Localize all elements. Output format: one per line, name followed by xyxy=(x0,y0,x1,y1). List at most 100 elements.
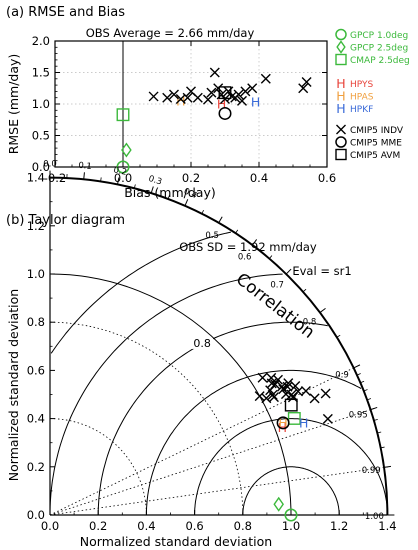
correlation-minor-tick xyxy=(167,195,170,200)
point-cmip5-indv xyxy=(162,92,173,103)
y-tick-label: 0.2 xyxy=(27,460,45,474)
correlation-tick xyxy=(252,239,258,246)
correlation-tick-label: 0.7 xyxy=(270,280,284,290)
panel-a-title: (a) RMSE and Bias xyxy=(6,5,125,20)
correlation-tick-label: 0.9 xyxy=(335,371,349,381)
point-cmip5-indv xyxy=(148,91,159,102)
y-tick-label: 0.8 xyxy=(27,315,45,329)
panel-b-points: HH H xyxy=(254,372,333,522)
correlation-tick-label: 0.0 xyxy=(43,160,57,170)
point-hpkf: H xyxy=(299,415,308,430)
point-cmip5-indv xyxy=(267,389,278,400)
reference-sd-arc xyxy=(49,273,292,516)
point-cmip5-indv xyxy=(203,94,213,105)
correlation-minor-tick xyxy=(380,446,385,449)
correlation-tick-label-group: 0.0 xyxy=(43,160,57,170)
correlation-tick-label: 0.99 xyxy=(362,466,381,476)
y-tick-label: 1.0 xyxy=(27,267,45,281)
point-gpcp-2-5deg xyxy=(273,496,284,512)
correlation-minor-tick xyxy=(363,389,368,392)
point-cmip5-mme xyxy=(218,106,232,120)
legend-label: GPCP 1.0deg xyxy=(350,31,408,41)
point-cmip5-indv xyxy=(192,92,203,103)
point-cmip5-indv xyxy=(260,73,271,84)
point-cmip5-indv xyxy=(261,393,272,404)
point-cmip5-indv xyxy=(272,374,283,385)
point-cmip5-indv xyxy=(283,378,294,389)
y-tick-label: 1.4 xyxy=(27,171,45,185)
correlation-tick-label: 0.6 xyxy=(238,253,252,263)
correlation-tick-label: 0.1 xyxy=(78,161,92,172)
panel-a-subtitle: OBS Average = 2.66 mm/day xyxy=(86,26,255,40)
rms-label-bg xyxy=(191,335,214,349)
point-hpas: H xyxy=(278,415,287,430)
y-tick-label: 0.6 xyxy=(27,363,45,377)
legend-marker xyxy=(335,28,347,41)
correlation-tick xyxy=(116,177,120,185)
correlation-tick-label-group: 0.2 xyxy=(112,165,127,177)
correlation-tick-label: 0.95 xyxy=(349,411,368,421)
rms-contour xyxy=(145,369,362,515)
correlation-minor-tick xyxy=(235,229,239,234)
legend-label: HPAS xyxy=(350,93,374,103)
legend-marker xyxy=(336,40,346,54)
correlation-grid-line xyxy=(49,409,371,516)
correlation-minor-tick xyxy=(373,419,378,421)
point-cmip5-avm xyxy=(284,398,298,412)
point-cmip5-indv xyxy=(293,386,304,397)
point-cmip5-indv xyxy=(247,83,258,94)
correlation-minor-tick xyxy=(383,466,389,468)
legend-label: HPYS xyxy=(350,80,373,90)
correlation-tick xyxy=(353,364,361,369)
y-tick-label: 2.0 xyxy=(32,34,50,48)
point-cmap-2-5deg xyxy=(287,411,301,425)
panel-a-xlabel: Bias (mm/day) xyxy=(124,185,216,200)
legend-label: CMIP5 INDV xyxy=(350,126,404,136)
rms-contour xyxy=(50,231,232,354)
rms-contour xyxy=(194,418,388,515)
y-tick-label: 1.0 xyxy=(32,97,50,111)
correlation-minor-tick xyxy=(360,380,365,384)
panel-a-grid xyxy=(55,41,327,167)
point-cmip5-indv xyxy=(213,83,224,94)
correlation-tick-label-group: 0.7 xyxy=(270,280,284,290)
correlation-tick-label-group: 0.4 xyxy=(182,187,198,202)
point-cmip5-indv xyxy=(322,413,333,424)
correlation-tick-label-group: 0.8 xyxy=(303,317,317,327)
point-cmip5-indv xyxy=(254,391,265,402)
correlation-grid-line xyxy=(49,467,385,516)
point-cmip5-indv xyxy=(320,388,331,399)
point-cmip5-indv xyxy=(300,386,311,397)
point-cmip5-indv xyxy=(301,76,312,87)
legend: GPCP 1.0deg GPCP 2.5deg CMAP 2.5deg H HPYS H H… xyxy=(335,28,410,161)
point-cmip5-indv xyxy=(206,87,217,98)
correlation-tick xyxy=(150,186,154,194)
legend-label: GPCP 2.5deg xyxy=(350,44,408,54)
correlation-tick-label-group: 1.00 xyxy=(365,512,384,522)
point-cmip5-avm xyxy=(218,86,232,100)
correlation-minor-tick xyxy=(302,288,307,293)
legend-marker: H xyxy=(336,76,345,91)
point-cmip5-indv xyxy=(240,86,251,97)
legend-label: CMAP 2.5deg xyxy=(350,56,410,66)
point-cmip5-indv xyxy=(182,92,193,103)
x-tick-label: 0.8 xyxy=(234,519,252,533)
correlation-minor-tick xyxy=(367,398,372,401)
point-cmip5-indv xyxy=(226,91,237,102)
panel-a-ticks: -0.2 0.0 0.2 0.4 0.60.00.51.01.52.0 xyxy=(32,34,336,185)
correlation-tick-label-group: 0.1 xyxy=(78,161,92,172)
x-tick-label: 0.6 xyxy=(318,171,336,185)
legend-label: CMIP5 AVM xyxy=(350,151,400,161)
panel-a-ylabel: RMSE (mm/day) xyxy=(6,54,21,155)
correlation-tick-label: 0.5 xyxy=(205,231,219,241)
correlation-tick-label: 0.3 xyxy=(147,174,163,188)
point-hpys: H xyxy=(278,420,287,435)
point-gpcp-1-0deg xyxy=(284,508,298,522)
point-cmip5-indv xyxy=(237,95,247,106)
legend-marker: H xyxy=(336,89,345,104)
legend-marker xyxy=(336,124,346,135)
correlation-tick-label-group: 0.6 xyxy=(238,253,252,263)
correlation-minor-tick xyxy=(269,255,273,259)
x-tick-label: 1.0 xyxy=(282,519,300,533)
correlation-minor-tick xyxy=(201,209,204,214)
